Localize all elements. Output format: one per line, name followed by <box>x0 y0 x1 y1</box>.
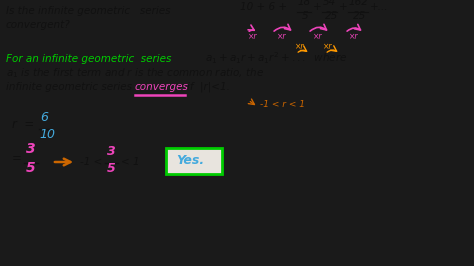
Text: -1 <: -1 < <box>80 157 102 167</box>
Text: converges: converges <box>135 82 189 92</box>
Text: convergent?: convergent? <box>6 20 71 30</box>
Text: For an infinite geometric  series: For an infinite geometric series <box>6 54 172 64</box>
Text: ×r: ×r <box>295 42 304 51</box>
Text: -1 < r < 1: -1 < r < 1 <box>260 100 305 109</box>
Text: =: = <box>12 152 22 165</box>
Text: Is the infinite geometric   series: Is the infinite geometric series <box>6 6 171 16</box>
Text: 3: 3 <box>107 145 116 158</box>
Text: 5: 5 <box>107 162 116 175</box>
Text: 3: 3 <box>26 142 36 156</box>
Text: 25: 25 <box>325 11 338 21</box>
Text: ×r: ×r <box>277 32 286 41</box>
Text: +: + <box>313 2 322 12</box>
Text: +: + <box>339 2 348 12</box>
Text: 10 + 6 +: 10 + 6 + <box>240 2 287 12</box>
Text: 18: 18 <box>298 0 311 7</box>
Text: r  =: r = <box>12 118 34 131</box>
Text: 5: 5 <box>26 161 36 175</box>
Text: 162: 162 <box>349 0 369 7</box>
Text: +...: +... <box>370 2 389 12</box>
Text: 25: 25 <box>353 11 366 21</box>
Text: 54: 54 <box>323 0 336 7</box>
Text: ×r: ×r <box>323 42 332 51</box>
Text: ×r: ×r <box>349 32 358 41</box>
Text: 10: 10 <box>39 128 55 141</box>
FancyBboxPatch shape <box>166 148 222 174</box>
Text: if  |r|<1.: if |r|<1. <box>187 82 230 93</box>
Text: ×r: ×r <box>313 32 322 41</box>
Text: $a_1 + a_1r + a_1r^2 +...$  where: $a_1 + a_1r + a_1r^2 +...$ where <box>205 50 347 66</box>
Text: ×r: ×r <box>248 32 257 41</box>
Text: infinite geometric series: infinite geometric series <box>6 82 132 92</box>
Text: 6: 6 <box>40 111 48 124</box>
Text: < 1: < 1 <box>121 157 140 167</box>
Text: Yes.: Yes. <box>176 154 204 167</box>
Text: 5: 5 <box>302 11 309 21</box>
Text: $a_1$ is the first term and r is the common ratio, the: $a_1$ is the first term and r is the com… <box>6 66 264 80</box>
